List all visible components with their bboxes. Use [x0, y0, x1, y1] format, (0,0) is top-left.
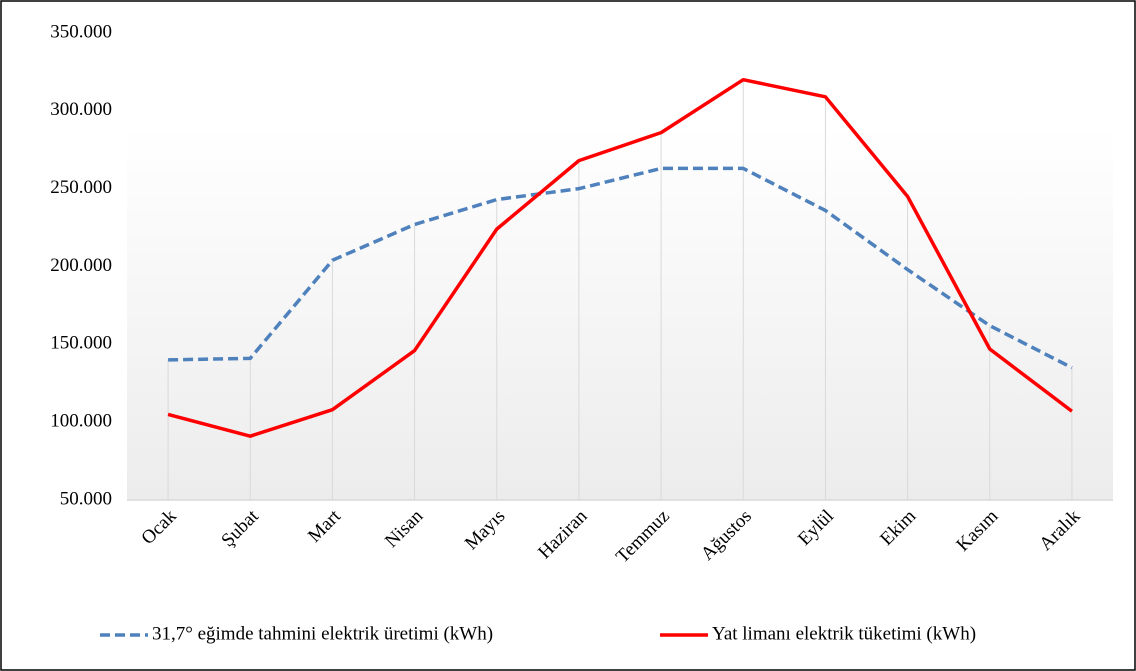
legend-label: Yat limanı elektrik tüketimi (kWh): [712, 623, 976, 644]
y-tick-label: 350.000: [50, 21, 112, 42]
series-line: [168, 166, 1073, 370]
series-line: [167, 77, 1073, 438]
y-tick-label: 100.000: [50, 411, 112, 432]
y-tick-label: 200.000: [50, 255, 112, 276]
y-tick-label: 150.000: [50, 333, 112, 354]
y-tick-label: 300.000: [50, 99, 112, 120]
y-tick-label: 50.000: [60, 488, 112, 509]
legend-label: 31,7° eğimde tahmini elektrik üretimi (k…: [152, 623, 493, 644]
y-tick-label: 250.000: [50, 177, 112, 198]
